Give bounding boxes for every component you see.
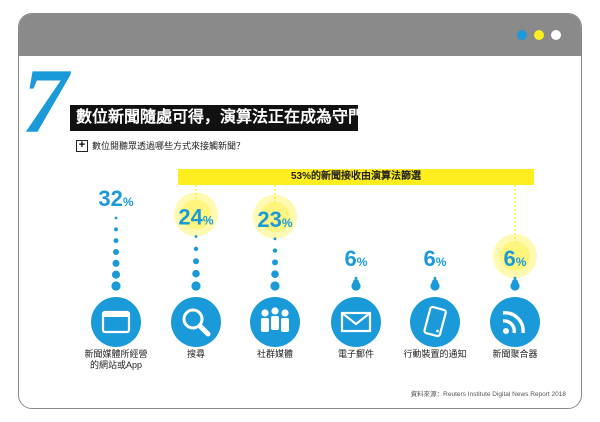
window-titlebar xyxy=(19,14,581,56)
value-label: 6% xyxy=(504,246,527,271)
value-dot xyxy=(111,281,121,291)
value-dot xyxy=(270,281,280,291)
magnifier-lens-shape xyxy=(182,308,204,330)
window-dot-blue xyxy=(517,30,527,40)
algorithm-banner: 53%的新聞接收由演算法篩選 xyxy=(178,169,534,185)
magnifier-icon xyxy=(171,297,221,347)
value-dot xyxy=(273,237,277,241)
value-label: 6% xyxy=(424,246,447,271)
magnifier-handle-shape xyxy=(197,323,211,337)
source-note: 資料來源：Reuters Institute Digital News Repo… xyxy=(410,391,566,398)
category-label: 社群媒體 xyxy=(257,348,293,359)
value-dot xyxy=(113,249,119,255)
section-number: 7 xyxy=(22,50,68,152)
browser-icon xyxy=(91,297,141,347)
value-dot xyxy=(271,270,279,279)
window-dot-white xyxy=(551,30,561,40)
value-label: 23% xyxy=(257,207,292,232)
page-title: 數位新聞隨處可得，演算法正在成為守門人 xyxy=(70,105,358,131)
value-dot xyxy=(114,227,118,232)
category-label: 的網站或App xyxy=(90,359,142,370)
person-head-shape xyxy=(261,309,269,317)
category-label: 新聞媒體所經營 xyxy=(84,348,147,359)
value-dot xyxy=(433,276,437,280)
person-head-shape xyxy=(271,307,279,315)
envelope-body-shape xyxy=(340,311,372,333)
value-dot xyxy=(194,235,198,238)
person-body-shape xyxy=(281,318,289,332)
phone-button-shape xyxy=(436,329,439,333)
highlight-glow-inner xyxy=(500,241,530,272)
value-label: 24% xyxy=(178,205,213,230)
value-dot xyxy=(114,216,118,220)
category-label: 搜尋 xyxy=(187,348,205,359)
value-dot xyxy=(354,276,358,280)
highlight-glow xyxy=(253,194,297,239)
phone-body-shape xyxy=(423,305,447,338)
value-label: 32% xyxy=(98,186,133,211)
value-dot xyxy=(113,238,119,244)
value-dot xyxy=(272,259,278,266)
value-label: 6% xyxy=(345,246,368,271)
value-dot xyxy=(191,281,201,291)
highlight-glow xyxy=(493,234,537,279)
window-dot-yellow xyxy=(534,30,544,40)
category-label: 電子郵件 xyxy=(338,348,374,359)
person-body-shape xyxy=(271,316,279,330)
rss-arc-small-shape xyxy=(502,319,516,334)
envelope-icon xyxy=(331,297,381,347)
value-dot xyxy=(111,270,121,279)
person-body-shape xyxy=(261,318,269,332)
rss-icon xyxy=(490,297,540,347)
value-dot xyxy=(510,281,520,291)
value-dot xyxy=(272,248,278,253)
value-dot xyxy=(112,259,120,267)
envelope-flap-shape xyxy=(341,312,371,326)
highlight-glow-inner xyxy=(181,199,211,230)
category-label: 行動裝置的通知 xyxy=(403,348,466,359)
value-dot xyxy=(351,281,361,291)
highlight-glow-inner xyxy=(260,201,290,232)
value-dot xyxy=(193,258,199,265)
person-head-shape xyxy=(281,309,289,317)
browser-bar-shape xyxy=(103,312,129,317)
value-dot xyxy=(513,276,517,280)
value-dot xyxy=(430,281,440,291)
value-dot xyxy=(192,269,200,278)
category-label: 新聞聚合器 xyxy=(492,348,537,359)
question-subtitle: 數位閱聽眾透過哪些方式來接觸新聞？ xyxy=(92,141,246,151)
highlight-glow xyxy=(174,192,218,237)
value-dot xyxy=(193,246,199,252)
plus-icon: + xyxy=(76,140,88,152)
phone-icon xyxy=(410,297,460,347)
rss-dot-shape xyxy=(503,328,509,334)
rss-arc-large-shape xyxy=(502,311,525,334)
